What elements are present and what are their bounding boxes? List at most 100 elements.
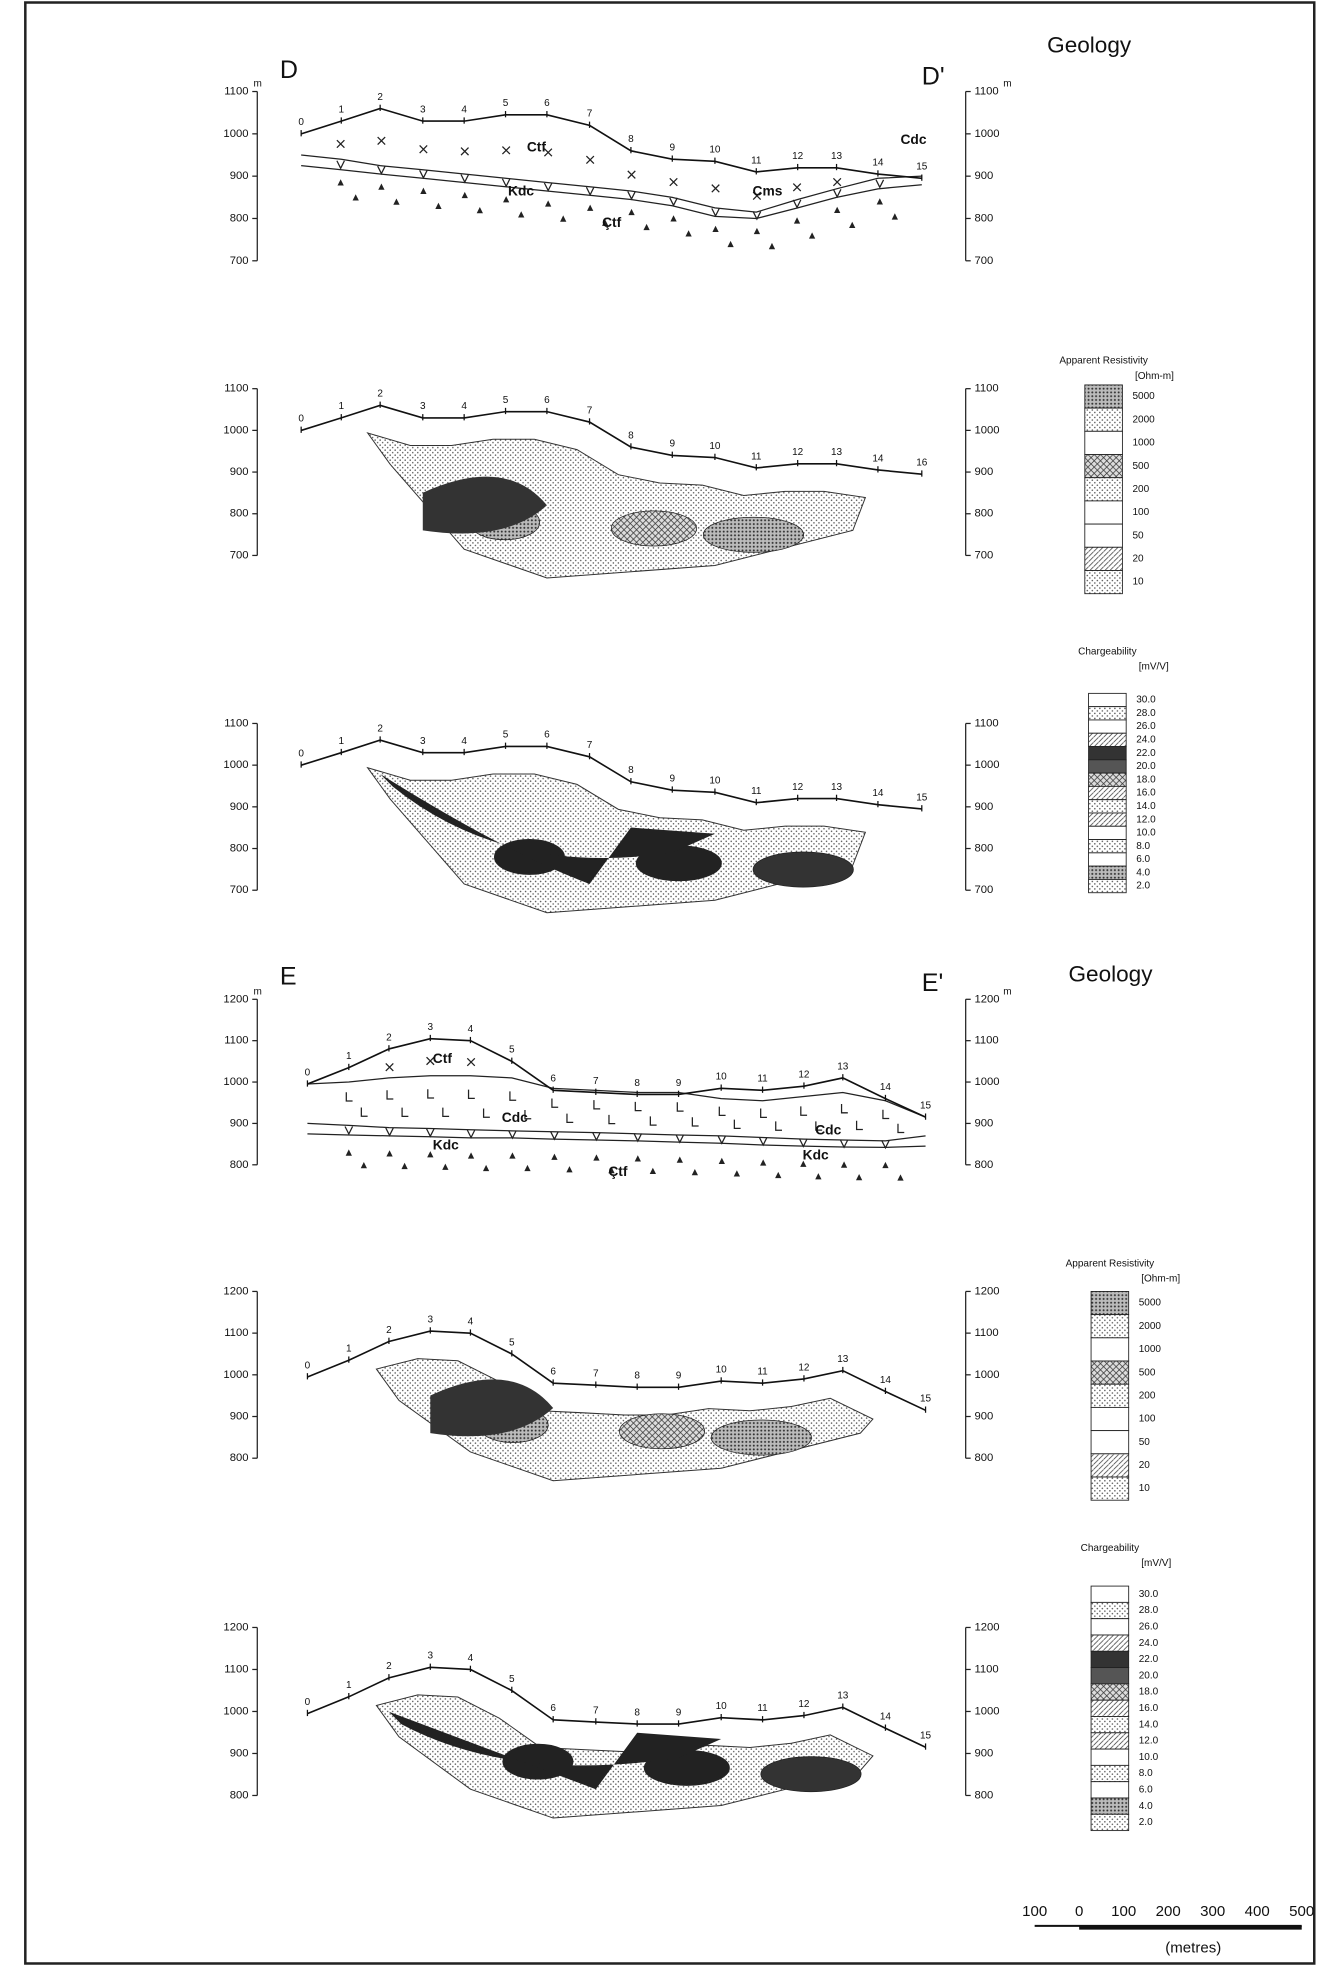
station-label: 11 — [751, 451, 762, 462]
right-tick-label: 900 — [974, 170, 993, 182]
left-tick-label: 1000 — [223, 128, 248, 140]
legend-level: 10 — [1132, 577, 1144, 588]
station-label: 6 — [544, 395, 550, 406]
right-tick-label: 1000 — [974, 424, 999, 436]
triangle-symbol — [386, 1150, 393, 1157]
station-label: 13 — [837, 1354, 849, 1365]
legend-unit: [mV/V] — [1139, 662, 1169, 673]
station-label: 11 — [757, 1703, 768, 1714]
right-tick-label: 700 — [974, 255, 993, 267]
left-tick-label: 800 — [230, 1789, 249, 1801]
station-label: 15 — [916, 162, 928, 173]
triangle-symbol — [718, 1157, 725, 1164]
l-symbol — [882, 1109, 890, 1120]
left-tick-label: 1000 — [223, 1705, 248, 1717]
triangle-symbol — [815, 1173, 822, 1180]
left-tick-label: 1000 — [223, 1076, 248, 1088]
unit-label: Kdc — [508, 183, 534, 198]
station-label: 11 — [757, 1367, 768, 1378]
scale-label: 100 — [1111, 1903, 1136, 1920]
l-symbol — [608, 1114, 616, 1125]
legend-swatch — [1090, 1699, 1130, 1717]
v-symbol — [839, 1139, 849, 1149]
legend-level: 28.0 — [1139, 1605, 1159, 1616]
station-label: 0 — [305, 1067, 311, 1078]
station-label: 5 — [509, 1045, 515, 1056]
station-label: 13 — [837, 1691, 849, 1702]
legend-level: 2000 — [1139, 1321, 1162, 1332]
legend-swatch — [1088, 772, 1127, 787]
cross-symbol — [460, 147, 469, 156]
pseudosection — [366, 766, 867, 914]
station-label: 3 — [420, 736, 426, 747]
anomaly-band — [430, 1379, 554, 1437]
right-tick-label: 1100 — [974, 1035, 998, 1047]
legend-swatch — [1090, 1360, 1130, 1385]
triangle-symbol — [775, 1171, 782, 1179]
legend-swatch — [1090, 1650, 1130, 1669]
station-label: 14 — [872, 788, 884, 799]
legend-swatch — [1088, 732, 1127, 747]
right-tick-label: 1000 — [974, 128, 999, 140]
right-tick-label: 1200 — [974, 993, 999, 1005]
legend-level: 6.0 — [1139, 1784, 1153, 1795]
v-symbol — [832, 189, 842, 199]
contact — [307, 1133, 926, 1149]
left-tick-label: 1200 — [223, 1621, 248, 1633]
legend-level: 8.0 — [1136, 841, 1150, 852]
legend-level: 100 — [1132, 507, 1149, 518]
v-symbol — [798, 1138, 808, 1148]
station-label: 8 — [634, 1707, 640, 1718]
station-label: 2 — [377, 389, 383, 400]
station-label: 7 — [587, 405, 593, 416]
triangle-symbol — [467, 1152, 475, 1159]
l-symbol — [760, 1108, 767, 1118]
legend-level: 26.0 — [1139, 1621, 1159, 1632]
v-symbol — [377, 165, 386, 175]
right-tick-label: 900 — [974, 1410, 993, 1422]
right-tick-label: 800 — [974, 1159, 993, 1171]
anomaly — [702, 516, 805, 553]
l-symbol — [815, 1121, 823, 1131]
legend-level: 8.0 — [1139, 1768, 1153, 1779]
l-symbol — [482, 1108, 490, 1118]
triangle-symbol — [670, 215, 677, 222]
station-label: 6 — [550, 1367, 556, 1378]
cross-symbol — [711, 184, 720, 193]
legend-level: 22.0 — [1136, 748, 1156, 759]
l-symbol — [360, 1107, 368, 1117]
right-tick-label: 1100 — [974, 1327, 998, 1339]
legend-level: 18.0 — [1136, 774, 1156, 785]
station-label: 7 — [593, 1076, 599, 1087]
l-symbol — [676, 1102, 684, 1112]
legend-title: Chargeability — [1081, 1543, 1139, 1554]
l-symbol — [345, 1092, 353, 1102]
triangle-symbol — [360, 1161, 367, 1169]
station-label: 1 — [338, 736, 344, 747]
station-label: 15 — [916, 792, 928, 803]
legend-swatch — [1088, 839, 1127, 854]
station-label: 9 — [670, 774, 676, 785]
triangle-symbol — [509, 1152, 516, 1159]
station-label: 12 — [792, 782, 804, 793]
legend-swatch — [1088, 812, 1127, 827]
l-symbol — [649, 1116, 657, 1126]
right-tick-label: 800 — [974, 1789, 993, 1801]
legend-level: 24.0 — [1136, 735, 1156, 746]
section-end: D' — [922, 62, 945, 90]
legend-level: 20.0 — [1136, 761, 1156, 772]
right-tick-label: 1000 — [974, 1076, 999, 1088]
station-label: 10 — [709, 145, 721, 156]
legend-swatch — [1090, 1716, 1130, 1734]
v-symbol — [585, 186, 595, 197]
right-tick-label: 800 — [974, 508, 993, 520]
contact — [301, 154, 922, 213]
l-symbol — [733, 1119, 741, 1130]
legend-level: 5000 — [1132, 391, 1155, 402]
triangle-symbol — [628, 208, 635, 216]
triangle-symbol — [793, 217, 801, 224]
triangle-symbol — [760, 1159, 767, 1166]
topography — [307, 1037, 926, 1118]
l-symbol — [800, 1106, 808, 1116]
legend-swatch — [1090, 1683, 1130, 1701]
